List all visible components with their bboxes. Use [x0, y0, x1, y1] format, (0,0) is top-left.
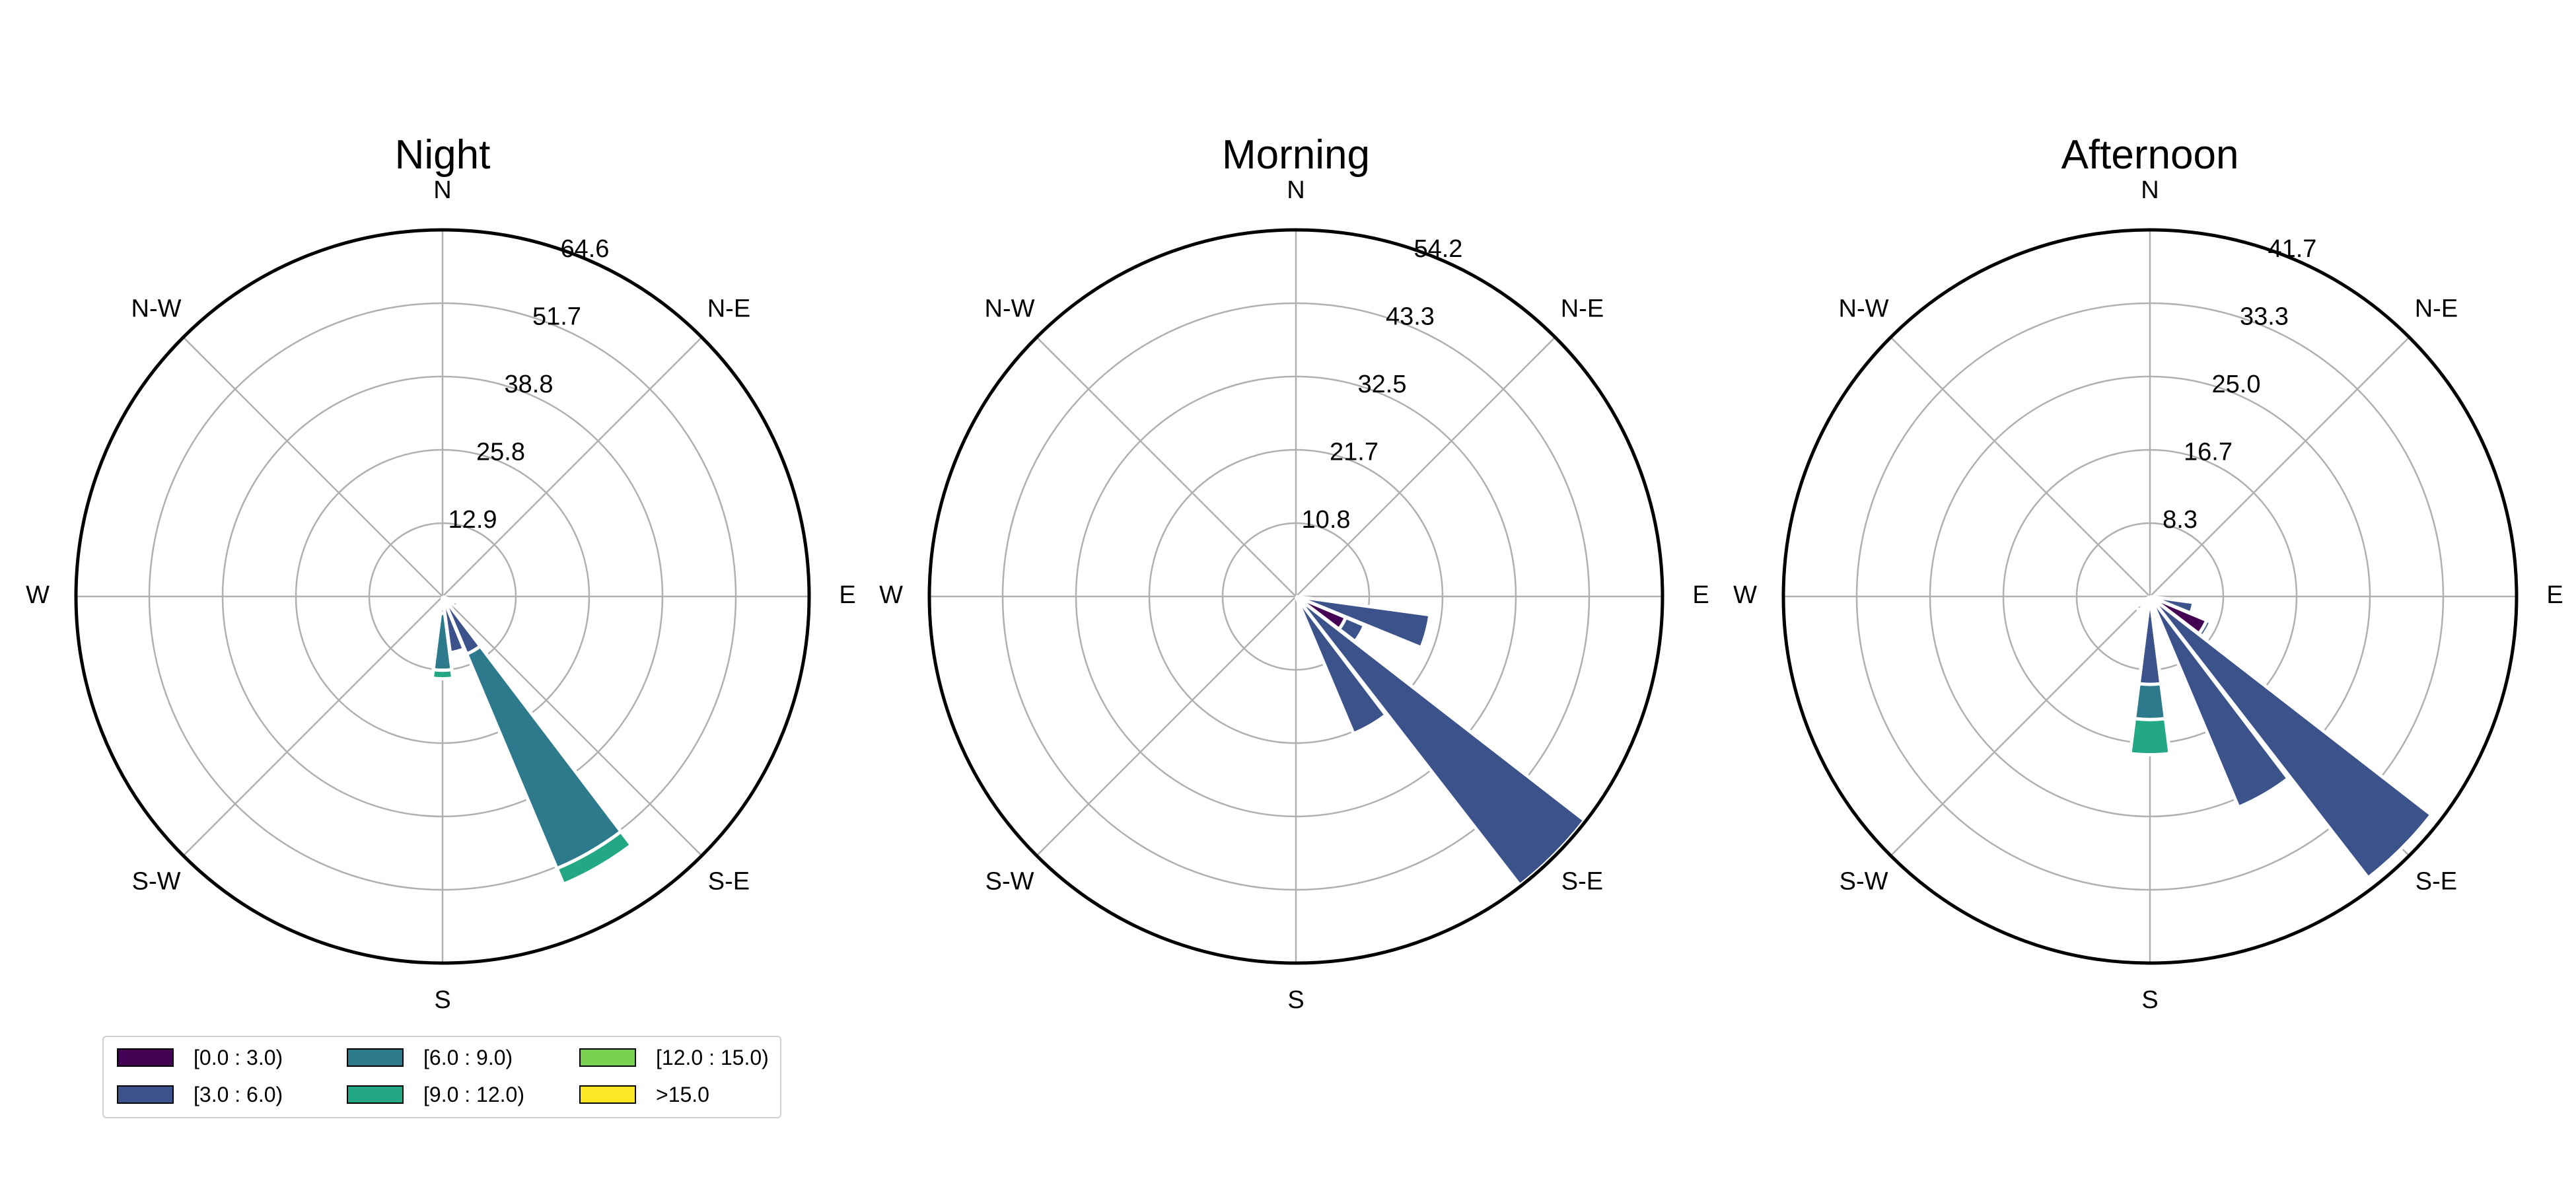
radial-tick-label: 25.0 — [2212, 371, 2261, 398]
radial-tick-label: 33.3 — [2240, 303, 2289, 330]
legend-item: [9.0 : 12.0) — [347, 1083, 524, 1106]
angular-grid-line — [2149, 336, 2410, 597]
direction-label: E — [1692, 581, 1709, 609]
legend-swatch — [347, 1085, 404, 1104]
polar-frame — [1781, 228, 2519, 965]
direction-label: N-W — [131, 295, 182, 323]
polar-frame — [927, 228, 1664, 965]
direction-label: N-W — [1839, 295, 1889, 323]
radial-tick-label: 41.7 — [2268, 235, 2316, 263]
direction-label: N-W — [985, 295, 1035, 323]
legend-label: [3.0 : 6.0) — [194, 1082, 283, 1106]
direction-label: E — [839, 581, 855, 609]
direction-label: S-W — [132, 867, 181, 895]
direction-label: N-E — [707, 295, 750, 323]
panel-title: Night — [395, 132, 491, 178]
legend-label: [6.0 : 9.0) — [423, 1045, 513, 1069]
direction-label: W — [1733, 581, 1757, 609]
direction-label: N — [2141, 176, 2159, 204]
legend: [0.0 : 3.0) [3.0 : 6.0) [6.0 : 9.0) [9.0 : … — [102, 1036, 781, 1118]
windrose-panel-morning: N N-E E S-E S S-W W N-W 10.8 21.7 32.5 43.3 54.2 Morn… — [879, 132, 1709, 1014]
radial-tick-label: 12.9 — [448, 506, 497, 534]
polar-frame — [74, 228, 811, 965]
radial-tick-label: 10.8 — [1302, 506, 1351, 534]
radial-tick-label: 54.2 — [1413, 235, 1462, 263]
direction-label: E — [2546, 581, 2563, 609]
angular-grid-line — [1295, 336, 1556, 597]
angular-grid-line — [442, 336, 703, 597]
windrose-bar — [2128, 717, 2172, 756]
windrose-bar — [554, 829, 634, 886]
radial-tick-label: 21.7 — [1330, 439, 1378, 466]
radial-tick-label: 43.3 — [1386, 303, 1435, 330]
windrose-panel-afternoon: N N-E E S-E S S-W W N-W 8.3 16.7 25.0 33.3 41.7 After… — [1733, 132, 2563, 1014]
direction-label: S-W — [1840, 867, 1888, 895]
radial-tick-label: 8.3 — [2163, 506, 2198, 534]
legend-swatch — [579, 1085, 636, 1104]
legend-label: [12.0 : 15.0) — [656, 1045, 769, 1069]
angular-grid-line — [442, 596, 703, 857]
angular-grid-line — [1036, 596, 1297, 857]
legend-item: [3.0 : 6.0) — [117, 1083, 283, 1106]
direction-label: N — [433, 176, 451, 204]
legend-swatch — [347, 1048, 404, 1067]
direction-label: S-E — [708, 867, 750, 895]
direction-label: S — [2141, 986, 2158, 1014]
direction-label: S — [434, 986, 450, 1014]
radial-tick-label: 64.6 — [560, 235, 609, 263]
legend-item: >15.0 — [579, 1083, 709, 1106]
windrose-bar — [430, 668, 455, 681]
windrose-bar — [2132, 682, 2168, 721]
windrose-bar — [2148, 595, 2291, 810]
legend-item: [6.0 : 9.0) — [347, 1046, 513, 1069]
angular-grid-line — [182, 336, 443, 597]
windrose-bar — [2150, 596, 2434, 881]
angular-grid-line — [182, 596, 443, 857]
direction-label: N-E — [1561, 295, 1604, 323]
angular-grid-line — [1890, 336, 2151, 597]
radial-tick-label: 32.5 — [1358, 371, 1407, 398]
direction-label: W — [879, 581, 903, 609]
direction-label: S-E — [1561, 867, 1603, 895]
direction-label: S-W — [985, 867, 1034, 895]
radial-tick-label: 51.7 — [532, 303, 581, 330]
direction-label: S — [1287, 986, 1304, 1014]
direction-label: S-E — [2415, 867, 2457, 895]
angular-grid-line — [1890, 596, 2151, 857]
radial-tick-label: 38.8 — [505, 371, 554, 398]
windrose-bar — [438, 596, 447, 616]
windrose-bar — [1294, 595, 1388, 736]
radial-tick-label: 16.7 — [2184, 439, 2233, 466]
legend-item: [12.0 : 15.0) — [579, 1046, 769, 1069]
legend-label: [0.0 : 3.0) — [194, 1045, 283, 1069]
radial-tick-label: 25.8 — [476, 439, 525, 466]
angular-grid-line — [1036, 336, 1297, 597]
direction-label: N-E — [2415, 295, 2458, 323]
windrose-bar — [464, 643, 624, 871]
windrose-panel-night: N N-E E S-E S S-W W N-W 12.9 25.8 38.8 51.7 64.6 Nigh… — [26, 132, 856, 1014]
direction-label: W — [26, 581, 50, 609]
windrose-bar — [1302, 602, 1587, 888]
windrose-bar — [2133, 595, 2151, 613]
panel-title: Afternoon — [2061, 132, 2239, 178]
legend-swatch — [579, 1048, 636, 1067]
legend-label: [9.0 : 12.0) — [423, 1082, 524, 1106]
legend-item: [0.0 : 3.0) — [117, 1046, 283, 1069]
legend-swatch — [117, 1085, 174, 1104]
panel-title: Morning — [1222, 132, 1370, 178]
legend-label: >15.0 — [656, 1082, 709, 1106]
direction-label: N — [1287, 176, 1305, 204]
legend-swatch — [117, 1048, 174, 1067]
